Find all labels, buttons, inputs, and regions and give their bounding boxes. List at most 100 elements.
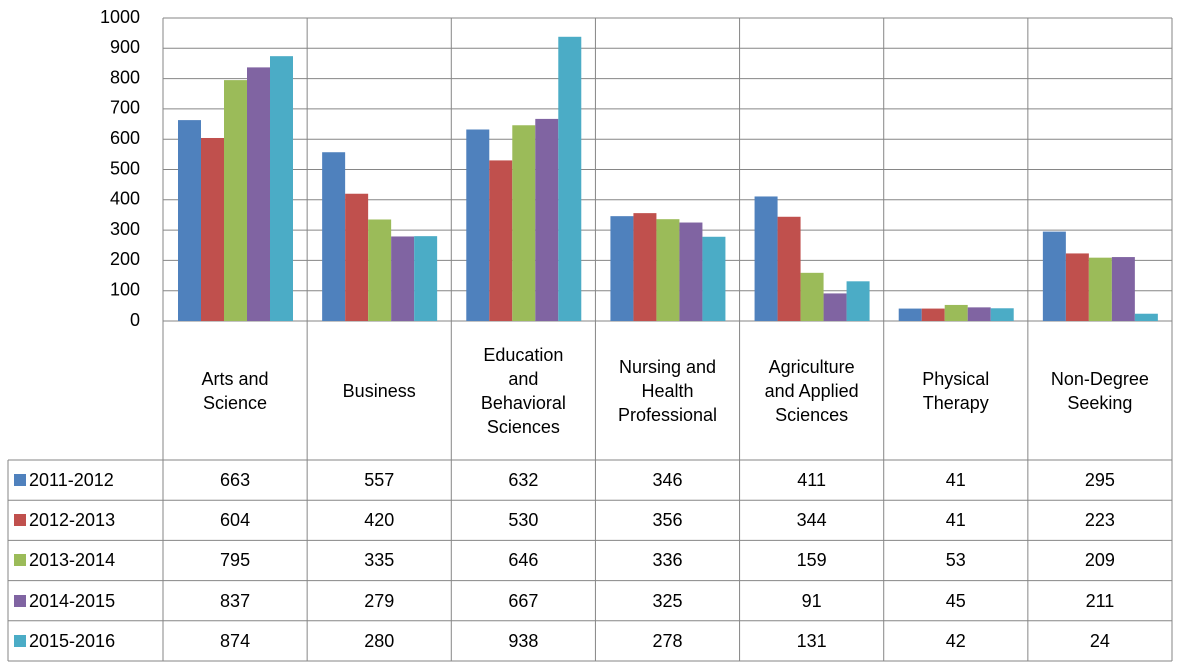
table-value: 663 (220, 470, 251, 491)
bar (345, 193, 369, 321)
bar (535, 118, 559, 321)
bar (967, 307, 991, 321)
y-tick-label: 0 (130, 310, 140, 330)
bar (466, 129, 490, 321)
bar (777, 216, 801, 321)
table-value: 356 (652, 510, 683, 531)
table-value: 411 (797, 470, 826, 491)
bar (201, 137, 224, 321)
bar (633, 213, 657, 321)
category-label: Physical Therapy (884, 321, 1028, 460)
table-value: 336 (652, 550, 683, 571)
table-value: 346 (652, 470, 683, 491)
bar (414, 236, 438, 321)
category-text: Physical Therapy (922, 368, 990, 413)
table-value: 280 (364, 630, 395, 651)
table-value: 795 (220, 550, 251, 571)
bar (270, 56, 293, 321)
bar (391, 236, 415, 321)
bar (558, 36, 582, 321)
bar (800, 272, 824, 321)
bar (178, 120, 201, 322)
y-tick-label: 100 (110, 279, 140, 299)
bar (898, 308, 922, 321)
category-text: Non-Degree Seeking (1050, 368, 1149, 413)
table-value: 223 (1084, 510, 1115, 531)
category-label: Business (307, 321, 451, 460)
bar (512, 125, 536, 322)
y-tick-label: 600 (110, 128, 140, 148)
y-tick-label: 800 (110, 67, 140, 87)
category-text: Education and Behavioral Sciences (480, 344, 566, 437)
table-value: 874 (220, 630, 251, 651)
bar (679, 222, 703, 321)
bar (944, 304, 968, 321)
table-value: 632 (508, 470, 539, 491)
table-value: 667 (508, 590, 539, 611)
category-label: Arts and Science (163, 321, 307, 460)
table-value: 646 (508, 550, 539, 571)
table-value: 837 (220, 590, 251, 611)
bar (1088, 257, 1112, 321)
table-value: 91 (801, 590, 822, 611)
bar (990, 308, 1014, 321)
table-value: 420 (364, 510, 395, 531)
y-tick-label: 500 (110, 158, 140, 178)
y-tick-label: 200 (110, 249, 140, 269)
bar (702, 236, 726, 321)
legend-label: 2011-2012 (29, 470, 114, 491)
table-value: 42 (945, 630, 966, 651)
category-label: Nursing and Health Professional (595, 321, 739, 460)
bar (1134, 313, 1158, 321)
bar (823, 293, 847, 321)
legend-entry: 2015-2016 (8, 621, 163, 661)
table-value: 209 (1084, 550, 1115, 571)
legend-swatch (14, 554, 26, 567)
table-value: 131 (796, 630, 827, 651)
category-label: Education and Behavioral Sciences (451, 321, 595, 460)
legend-entry: 2014-2015 (8, 581, 163, 621)
bar (322, 152, 346, 321)
legend-entry: 2011-2012 (8, 460, 163, 500)
table-value: 344 (796, 510, 827, 531)
table-value: 53 (945, 550, 966, 571)
table-value: 938 (508, 630, 539, 651)
y-tick-label: 1000 (100, 7, 140, 27)
table-value: 295 (1084, 470, 1115, 491)
bar (1042, 231, 1066, 321)
table-value: 530 (508, 510, 539, 531)
bar (1065, 253, 1089, 321)
y-tick-label: 900 (110, 37, 140, 57)
table-value: 325 (652, 590, 683, 611)
bar (247, 67, 270, 321)
bar (610, 216, 634, 321)
table-value: 41 (945, 470, 966, 491)
legend-label: 2012-2013 (29, 510, 116, 531)
legend-entry: 2012-2013 (8, 500, 163, 540)
table-value: 604 (220, 510, 251, 531)
legend-label: 2014-2015 (29, 590, 116, 611)
bar (224, 80, 247, 322)
bar (1111, 257, 1135, 321)
legend-swatch (14, 474, 26, 487)
y-tick-label: 300 (110, 219, 140, 239)
bar (754, 196, 778, 321)
category-text: Arts and Science (201, 368, 269, 413)
category-text: Business (342, 380, 416, 401)
bar (846, 281, 870, 321)
table-value: 279 (364, 590, 395, 611)
legend-swatch (14, 514, 26, 527)
category-text: Agriculture and Applied Sciences (764, 356, 859, 425)
table-value: 278 (652, 630, 683, 651)
category-label: Non-Degree Seeking (1028, 321, 1172, 460)
legend-label: 2013-2014 (29, 550, 116, 571)
table-value: 159 (796, 550, 827, 571)
y-tick-label: 700 (110, 98, 140, 118)
bar (921, 308, 945, 321)
table-value: 24 (1089, 630, 1110, 651)
table-value: 41 (945, 510, 966, 531)
legend-label: 2015-2016 (29, 630, 116, 651)
legend-entry: 2013-2014 (8, 540, 163, 580)
category-label: Agriculture and Applied Sciences (740, 321, 884, 460)
